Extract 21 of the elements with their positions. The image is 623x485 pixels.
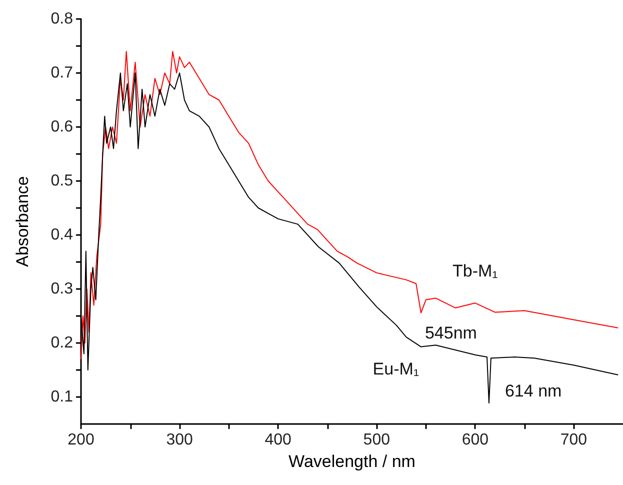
annotation: 545nm bbox=[424, 323, 477, 342]
x-tick-label: 300 bbox=[166, 432, 193, 448]
annotation: 614 nm bbox=[504, 381, 562, 400]
y-tick-label: 0.1 bbox=[50, 388, 74, 406]
series-label: Tb-M₁ bbox=[452, 262, 498, 281]
y-tick-label: 0.6 bbox=[50, 118, 74, 136]
series-label: Eu-M₁ bbox=[372, 359, 420, 378]
y-tick-label: 0.4 bbox=[50, 226, 74, 244]
y-tick-label: 0.7 bbox=[50, 64, 74, 82]
y-tick-label: 0.5 bbox=[50, 172, 74, 190]
y-tick-label: 0.8 bbox=[50, 10, 74, 28]
x-tick-label: 400 bbox=[264, 432, 292, 448]
y-axis-title: Absorbance bbox=[13, 176, 32, 267]
x-tick-label: 700 bbox=[560, 432, 588, 448]
x-axis-title: Wavelength / nm bbox=[288, 452, 416, 471]
y-tick-label: 0.3 bbox=[50, 280, 74, 298]
x-tick-label: 500 bbox=[363, 432, 390, 448]
y-tick-label: 0.2 bbox=[50, 334, 74, 352]
x-tick-label: 600 bbox=[462, 432, 489, 448]
line-series bbox=[80, 50, 619, 360]
x-tick-label: 200 bbox=[68, 432, 94, 448]
